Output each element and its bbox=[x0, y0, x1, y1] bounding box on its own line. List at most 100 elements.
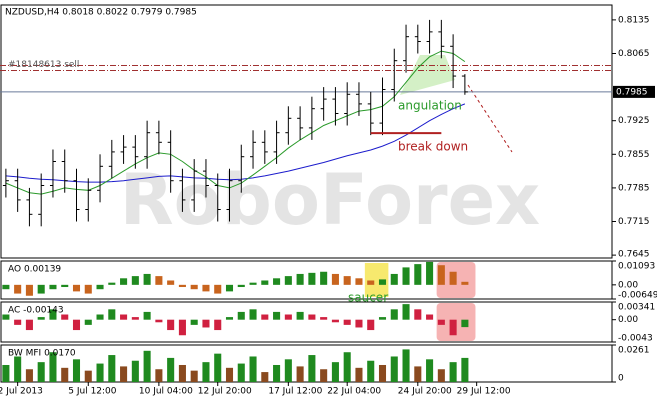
histogram-bar bbox=[249, 282, 257, 285]
histogram-bar bbox=[378, 279, 387, 285]
histogram-bar bbox=[296, 366, 304, 382]
mfi-panel bbox=[0, 344, 613, 383]
histogram-bar bbox=[261, 314, 269, 320]
histogram-bar bbox=[437, 265, 445, 285]
histogram-bar bbox=[120, 314, 128, 320]
histogram-bar bbox=[355, 367, 363, 382]
histogram-bar bbox=[131, 276, 139, 285]
histogram-bar bbox=[343, 319, 351, 325]
histogram-bar bbox=[331, 362, 339, 382]
histogram-bar bbox=[308, 314, 316, 320]
histogram-bar bbox=[190, 319, 198, 325]
histogram-bar bbox=[49, 352, 57, 382]
histogram-bar bbox=[178, 319, 186, 336]
histogram-bar bbox=[390, 356, 398, 382]
histogram-bar bbox=[249, 356, 257, 382]
y-tick-label: 0.7925 bbox=[618, 116, 650, 126]
histogram-bar bbox=[284, 314, 292, 320]
histogram-bar bbox=[190, 284, 198, 290]
indicator-title: BW MFI 0.0170 bbox=[8, 349, 76, 359]
histogram-bar bbox=[84, 319, 92, 325]
histogram-bar bbox=[414, 264, 422, 285]
histogram-bar bbox=[461, 281, 469, 285]
histogram-bar bbox=[155, 369, 163, 382]
histogram-bar bbox=[320, 369, 328, 382]
histogram-bar bbox=[402, 349, 410, 382]
order-label: #18148613 sell bbox=[8, 60, 79, 70]
histogram-bar bbox=[414, 309, 422, 320]
y-tick-label: 0.00341 bbox=[618, 303, 655, 313]
histogram-bar bbox=[390, 309, 398, 320]
histogram-bar bbox=[390, 273, 398, 285]
histogram-bar bbox=[225, 317, 234, 320]
y-tick-label: 0 bbox=[618, 374, 624, 384]
histogram-bar bbox=[331, 319, 339, 323]
x-tick-label: 12 Jul 20:00 bbox=[198, 387, 252, 397]
histogram-bar bbox=[414, 366, 422, 382]
histogram-bar bbox=[355, 319, 363, 328]
ac-panel bbox=[0, 301, 613, 343]
current-price-box bbox=[613, 85, 655, 98]
x-tick-label: 2 Jul 2013 bbox=[0, 387, 43, 397]
histogram-bar bbox=[190, 370, 198, 382]
histogram-bar bbox=[214, 353, 222, 382]
histogram-bar bbox=[167, 357, 175, 382]
histogram-bar bbox=[426, 261, 434, 285]
annotation: angulation bbox=[398, 99, 462, 113]
histogram-bar bbox=[108, 282, 116, 285]
histogram-bar bbox=[378, 364, 387, 382]
saucer-highlight bbox=[364, 263, 389, 297]
histogram-bar bbox=[237, 311, 245, 320]
histogram-bar bbox=[2, 364, 10, 382]
histogram-bar bbox=[261, 372, 269, 382]
histogram-bar bbox=[131, 317, 139, 320]
histogram-bar bbox=[167, 280, 175, 285]
histogram-bar bbox=[273, 278, 281, 285]
histogram-bar bbox=[37, 362, 45, 382]
histogram-bar bbox=[461, 357, 469, 382]
histogram-bar bbox=[25, 284, 33, 296]
ao-panel bbox=[0, 260, 613, 300]
histogram-bar bbox=[37, 284, 45, 294]
histogram-bar bbox=[308, 272, 316, 285]
y-tick-label: 0.8135 bbox=[618, 15, 650, 25]
histogram-bar bbox=[449, 362, 457, 382]
current-price-label: 0.7985 bbox=[616, 87, 648, 97]
x-tick-label: 29 Jul 12:00 bbox=[457, 387, 511, 397]
histogram-bar bbox=[155, 276, 163, 285]
y-tick-label: 0.7715 bbox=[618, 217, 650, 227]
histogram-bar bbox=[61, 367, 69, 382]
histogram-bar bbox=[96, 314, 104, 320]
histogram-bar bbox=[296, 273, 304, 285]
annotation: saucer bbox=[348, 291, 388, 305]
histogram-bar bbox=[61, 314, 69, 320]
x-tick-label: 17 Jul 12:00 bbox=[268, 387, 322, 397]
histogram-bar bbox=[120, 278, 128, 285]
histogram-bar bbox=[84, 284, 92, 294]
histogram-bar bbox=[355, 278, 363, 285]
histogram-bar bbox=[273, 311, 281, 320]
main-panel bbox=[0, 4, 613, 259]
x-tick-label: 24 Jul 20:00 bbox=[398, 387, 452, 397]
indicator-title: AO 0.00139 bbox=[8, 265, 61, 275]
histogram-bar bbox=[61, 284, 69, 288]
histogram-bar bbox=[178, 284, 186, 288]
histogram-bar bbox=[343, 276, 351, 285]
histogram-bar bbox=[273, 364, 281, 382]
x-tick-label: 5 Jul 12:00 bbox=[68, 387, 117, 397]
y-tick-label: 0.7855 bbox=[618, 150, 650, 160]
histogram-bar bbox=[14, 356, 22, 382]
histogram-bar bbox=[437, 369, 445, 382]
histogram-bar bbox=[308, 355, 316, 382]
y-tick-label: 0.00 bbox=[618, 315, 638, 325]
histogram-bar bbox=[237, 363, 245, 382]
y-tick-label: -0.00649 bbox=[618, 291, 657, 301]
histogram-bar bbox=[72, 319, 81, 331]
histogram-bar bbox=[155, 319, 163, 323]
histogram-bar bbox=[214, 284, 222, 294]
annotation: break down bbox=[398, 140, 468, 154]
histogram-bar bbox=[49, 309, 57, 320]
histogram-bar bbox=[296, 311, 304, 320]
